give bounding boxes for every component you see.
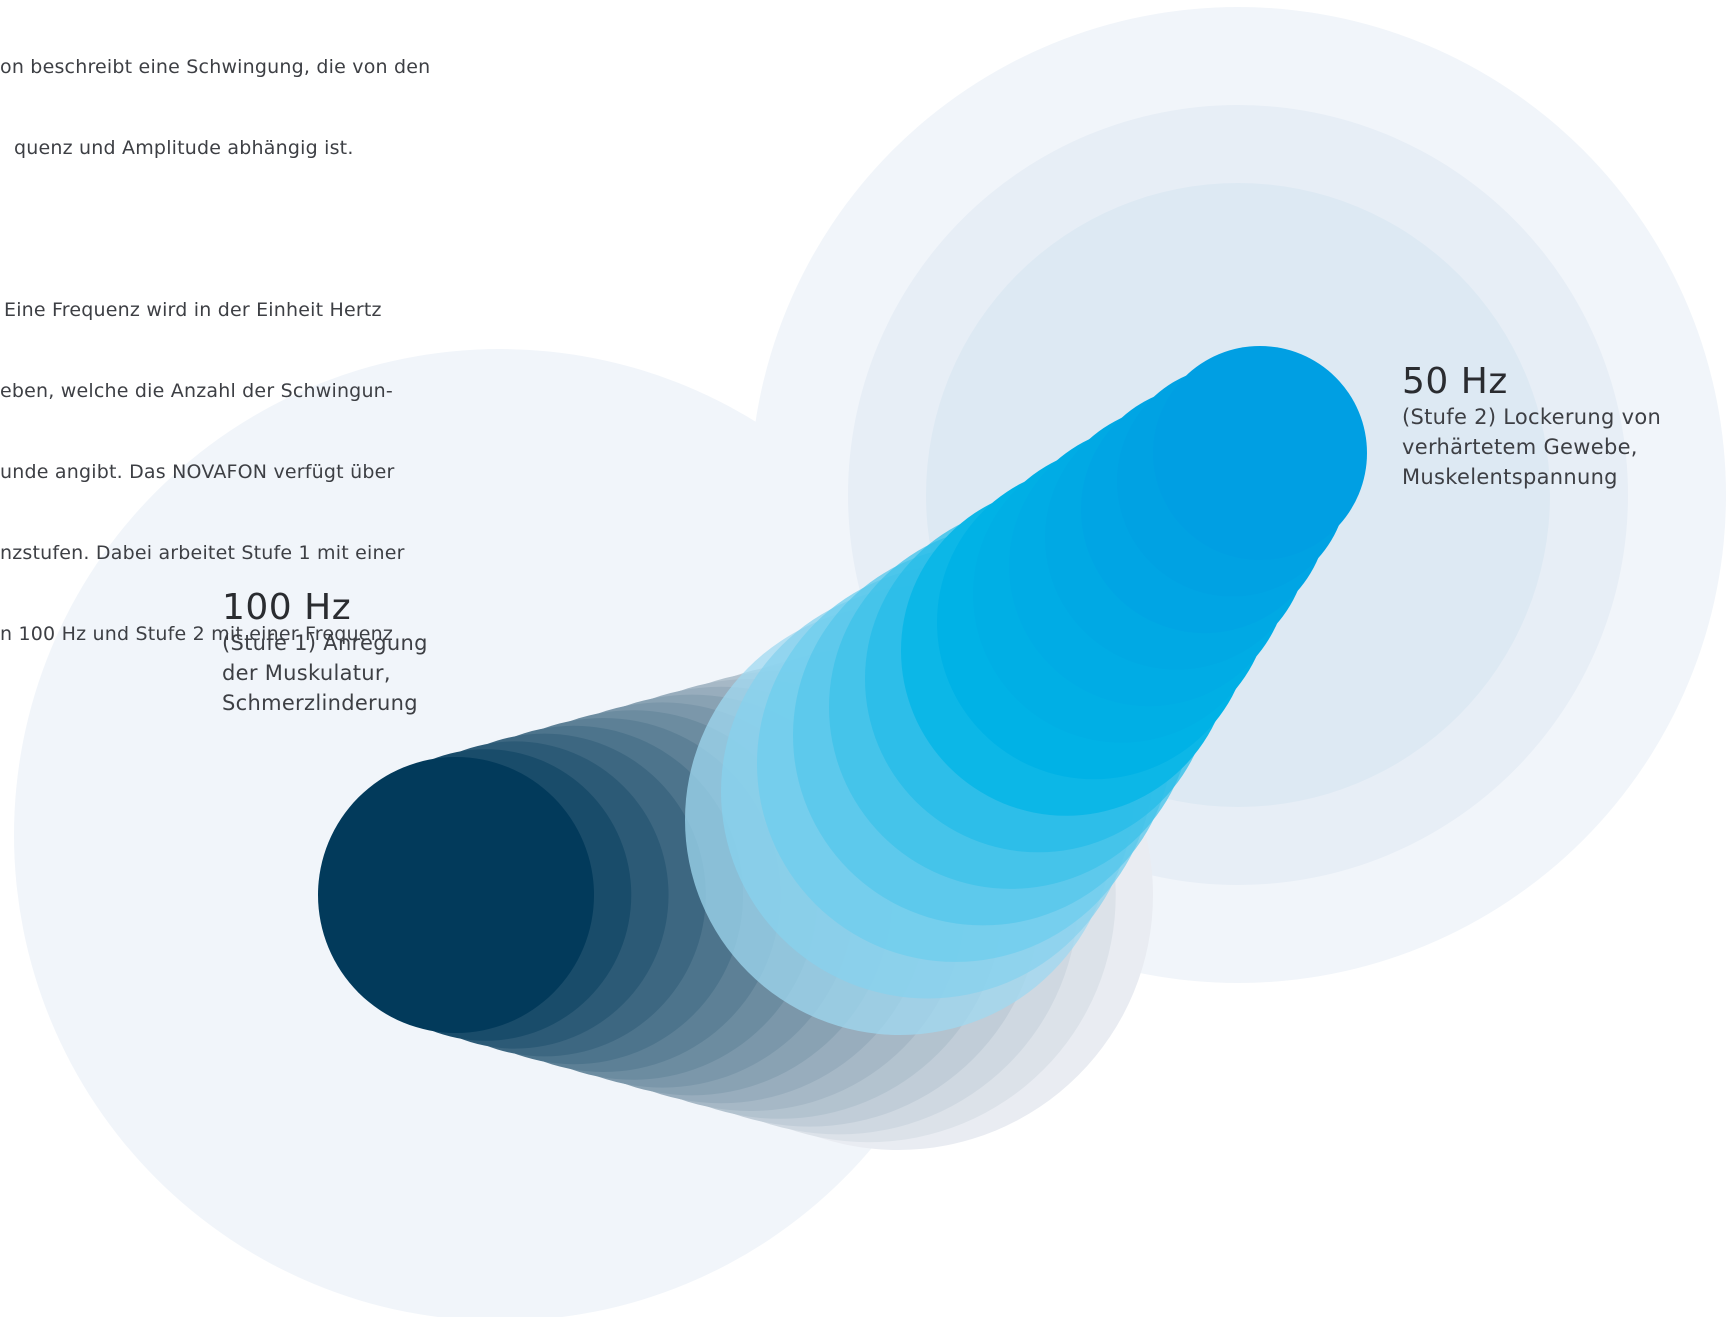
label-50hz-description: (Stufe 2) Lockerung von verhärtetem Gewe… [1402,405,1662,489]
wave-50hz [685,346,1367,1035]
label-50hz: 50 Hz (Stufe 2) Lockerung von verhärtete… [1402,362,1661,492]
intro-line: eben, welche die Anzahl der Schwingun- [0,380,393,402]
intro-line: nzstufen. Dabei arbeitet Stufe 1 mit ein… [0,542,405,564]
intro-line: n 100 Hz und Stufe 2 mit einer Frequenz [0,623,394,645]
label-100hz-description: (Stufe 1) Anregung der Muskulatur, Schme… [222,631,428,715]
wave-50hz-ring [1153,346,1367,560]
intro-text: on beschreibt eine Schwingung, die von d… [0,0,430,702]
intro-line: quenz und Amplitude abhängig ist. [14,137,354,159]
label-100hz-title: 100 Hz [222,587,352,628]
wave-100hz-ring [318,757,594,1033]
intro-line: unde angibt. Das NOVAFON verfügt über [0,461,395,483]
label-50hz-title: 50 Hz [1402,361,1508,402]
intro-paragraph-2: Eine Frequenz wird in der Einheit Hertz … [0,243,430,702]
intro-line: on beschreibt eine Schwingung, die von d… [0,56,431,78]
intro-paragraph-1: on beschreibt eine Schwingung, die von d… [0,0,430,216]
label-100hz: 100 Hz (Stufe 1) Anregung der Muskulatur… [222,588,428,718]
intro-line: Eine Frequenz wird in der Einheit Hertz [4,299,382,321]
